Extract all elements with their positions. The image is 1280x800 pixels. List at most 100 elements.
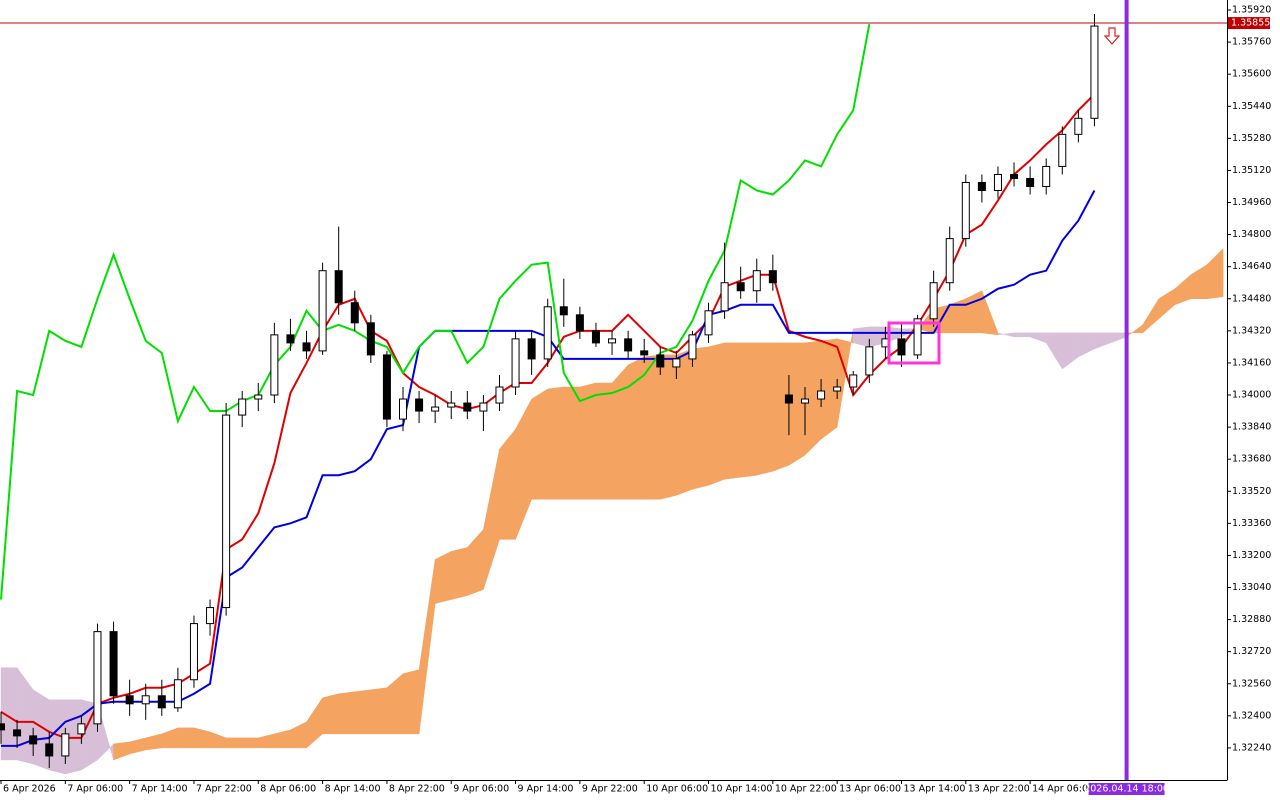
cloud-segment xyxy=(1013,332,1031,338)
candle-body xyxy=(704,310,713,336)
candle-body xyxy=(222,414,231,609)
candle-body xyxy=(736,282,745,292)
candle-body xyxy=(141,695,150,705)
candle-body xyxy=(463,402,472,412)
candle-body xyxy=(431,406,440,412)
candle-body xyxy=(93,631,102,725)
y-tick-label: 1.32560 xyxy=(1232,678,1271,689)
y-tick-label: 1.33680 xyxy=(1232,454,1271,465)
y-tick-label: 1.35920 xyxy=(1232,5,1271,16)
y-tick-label: 1.34160 xyxy=(1232,357,1271,368)
candle-body xyxy=(977,181,986,191)
candle-body xyxy=(495,386,504,404)
candle-body xyxy=(720,282,729,312)
cloud-segment xyxy=(692,346,709,490)
x-tick-label: 14 Apr 06:00 xyxy=(1032,784,1094,795)
candle-body xyxy=(350,302,359,324)
candle-body xyxy=(929,282,938,320)
cloud-segment xyxy=(338,691,356,735)
x-tick-label: 8 Apr 06:00 xyxy=(260,784,316,795)
candle-body xyxy=(206,607,215,625)
x-tick-label: 9 Apr 06:00 xyxy=(453,784,509,795)
cloud-segment xyxy=(740,342,758,478)
candle-body xyxy=(656,354,665,368)
cloud-segment xyxy=(788,342,806,466)
y-tick-label: 1.33360 xyxy=(1232,518,1271,529)
x-tick-label: 9 Apr 14:00 xyxy=(518,784,574,795)
candle-body xyxy=(511,338,520,388)
y-tick-label: 1.35120 xyxy=(1232,165,1271,176)
cloud-segment xyxy=(676,348,693,496)
cloud-segment xyxy=(1206,248,1224,300)
candle-body xyxy=(801,398,809,404)
price-label: 1.35855 xyxy=(1231,18,1270,29)
y-tick-label: 1.35600 xyxy=(1232,69,1271,80)
cloud-segment xyxy=(322,693,339,735)
candle-body xyxy=(608,338,617,344)
cloud-segment xyxy=(434,551,452,604)
candle-body xyxy=(591,330,600,344)
cloud-segment xyxy=(354,689,372,735)
x-tick-label: 8 Apr 14:00 xyxy=(325,784,381,795)
cloud-segment xyxy=(450,547,468,600)
candle-body xyxy=(865,346,874,376)
candle-body xyxy=(1010,173,1019,179)
x-tick-label: 9 Apr 22:00 xyxy=(582,784,638,795)
candle-body xyxy=(575,314,584,332)
candle-body xyxy=(543,306,552,360)
x-tick-label: 13 Apr 14:00 xyxy=(903,784,965,795)
highlight-box xyxy=(887,321,941,365)
candle-body xyxy=(1074,117,1083,135)
cloud-segment xyxy=(724,342,741,480)
cloud-segment xyxy=(241,737,259,749)
candle-body xyxy=(913,318,922,356)
x-tick-label: 8 Apr 22:00 xyxy=(389,784,445,795)
x-tick-label: 13 Apr 06:00 xyxy=(839,784,901,795)
candle-body xyxy=(752,270,761,292)
candle-body xyxy=(254,394,263,400)
candle-body xyxy=(1026,177,1035,187)
cloud-segment xyxy=(402,669,420,735)
y-tick-label: 1.34800 xyxy=(1232,229,1271,240)
candle-body xyxy=(0,723,5,731)
candle-body xyxy=(1090,25,1099,119)
candle-body xyxy=(286,334,295,344)
candle-body xyxy=(399,398,407,420)
candle-body xyxy=(29,735,38,745)
candle-body xyxy=(45,743,54,757)
candle-body xyxy=(77,723,86,735)
candle-body xyxy=(768,270,777,284)
candle-body xyxy=(1042,165,1051,187)
candle-body xyxy=(270,334,279,396)
candle-body xyxy=(784,394,793,404)
y-tick-label: 1.32400 xyxy=(1232,710,1271,721)
candle-body xyxy=(302,342,311,352)
cloud-segment xyxy=(627,356,645,500)
candle-body xyxy=(993,173,1002,191)
candle-body xyxy=(817,390,826,400)
x-tick-label: 7 Apr 22:00 xyxy=(196,784,252,795)
candle-body xyxy=(318,270,327,352)
candle-body xyxy=(238,398,247,416)
candle-body xyxy=(109,631,118,697)
y-tick-label: 1.35440 xyxy=(1232,101,1271,112)
candle-body xyxy=(640,350,649,356)
y-tick-label: 1.33520 xyxy=(1232,486,1271,497)
x-tick-label: 6 Apr 2026 xyxy=(3,784,56,795)
candle-body xyxy=(366,322,375,356)
candle-body xyxy=(447,402,456,408)
cloud-segment xyxy=(756,342,774,476)
candle-body xyxy=(13,729,22,737)
candle-body xyxy=(1058,133,1067,167)
candle-body xyxy=(897,338,906,356)
candle-body xyxy=(189,623,198,681)
plot-area xyxy=(0,14,1224,775)
candle-body xyxy=(833,386,842,392)
candle-body xyxy=(688,334,697,360)
vline-label: 2026.04.14 18:00 xyxy=(1084,784,1169,795)
y-tick-label: 1.34320 xyxy=(1232,325,1271,336)
y-tick-label: 1.32240 xyxy=(1232,742,1271,753)
candle-body xyxy=(334,270,343,304)
y-tick-label: 1.33840 xyxy=(1232,422,1271,433)
